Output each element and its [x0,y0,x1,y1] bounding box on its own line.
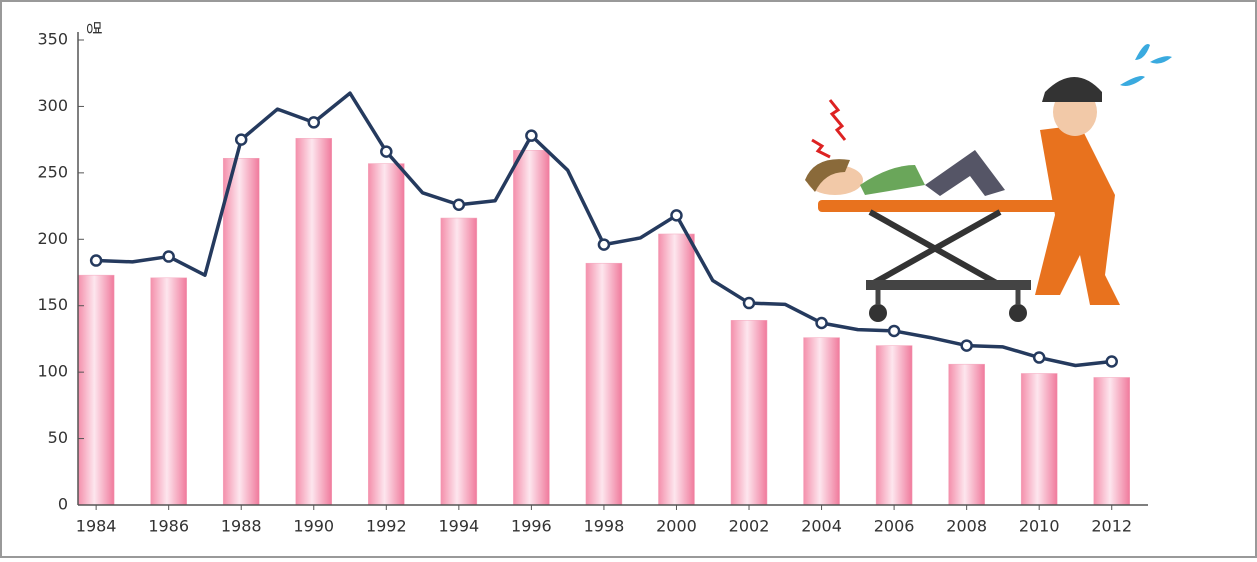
bar [513,150,550,506]
x-tick-label: 1984 [76,517,117,536]
bar [730,320,768,506]
y-tick-label: 250 [37,162,68,181]
x-tick-label: 1986 [148,517,189,536]
y-tick-label: 0 [58,495,68,514]
x-tick-label: 1988 [221,517,262,536]
bar [77,274,115,506]
y-tick-label: 350 [37,30,68,49]
x-tick-label: 2012 [1091,517,1132,536]
bar [1020,373,1058,506]
bar [875,345,913,506]
bar [222,157,260,506]
line-marker [89,254,103,267]
line-marker [742,296,756,310]
line-marker [452,198,466,211]
bar [658,233,695,506]
line-marker [597,238,611,251]
x-tick-label: 2010 [1019,517,1060,536]
line-marker [887,324,901,338]
line-marker [1032,351,1046,364]
bar [440,217,478,506]
line-marker [234,133,248,146]
line-marker [960,339,973,352]
line-marker [1105,355,1118,368]
x-tick-label: 2008 [946,517,987,536]
x-tick-label: 1994 [438,517,479,536]
x-tick-label: 1990 [293,517,334,536]
x-tick-label: 2006 [874,517,915,536]
y-tick-label: 50 [48,428,68,447]
line-marker [162,250,175,263]
bar [1093,377,1130,506]
x-tick-label: 2004 [801,517,842,536]
illustration [805,44,1172,322]
line-marker [307,116,321,129]
y-unit-label: 명 [85,21,104,36]
bar [150,277,187,506]
bar [803,337,840,506]
y-tick-label: 100 [37,362,68,381]
bar [948,363,985,506]
bar [368,163,405,506]
bar [295,138,333,506]
line-marker [670,209,683,222]
y-tick-label: 150 [37,295,68,314]
x-tick-label: 2000 [656,517,697,536]
bars [77,138,1130,506]
y-tick-label: 300 [37,96,68,115]
line-marker [815,316,828,330]
x-tick-label: 1992 [366,517,407,536]
line-marker [380,145,393,158]
x-tick-label: 2002 [729,517,770,536]
line-marker [525,129,538,142]
x-tick-label: 1996 [511,517,552,536]
x-tick-label: 1998 [584,517,625,536]
y-tick-label: 200 [37,229,68,248]
bar [585,262,623,506]
